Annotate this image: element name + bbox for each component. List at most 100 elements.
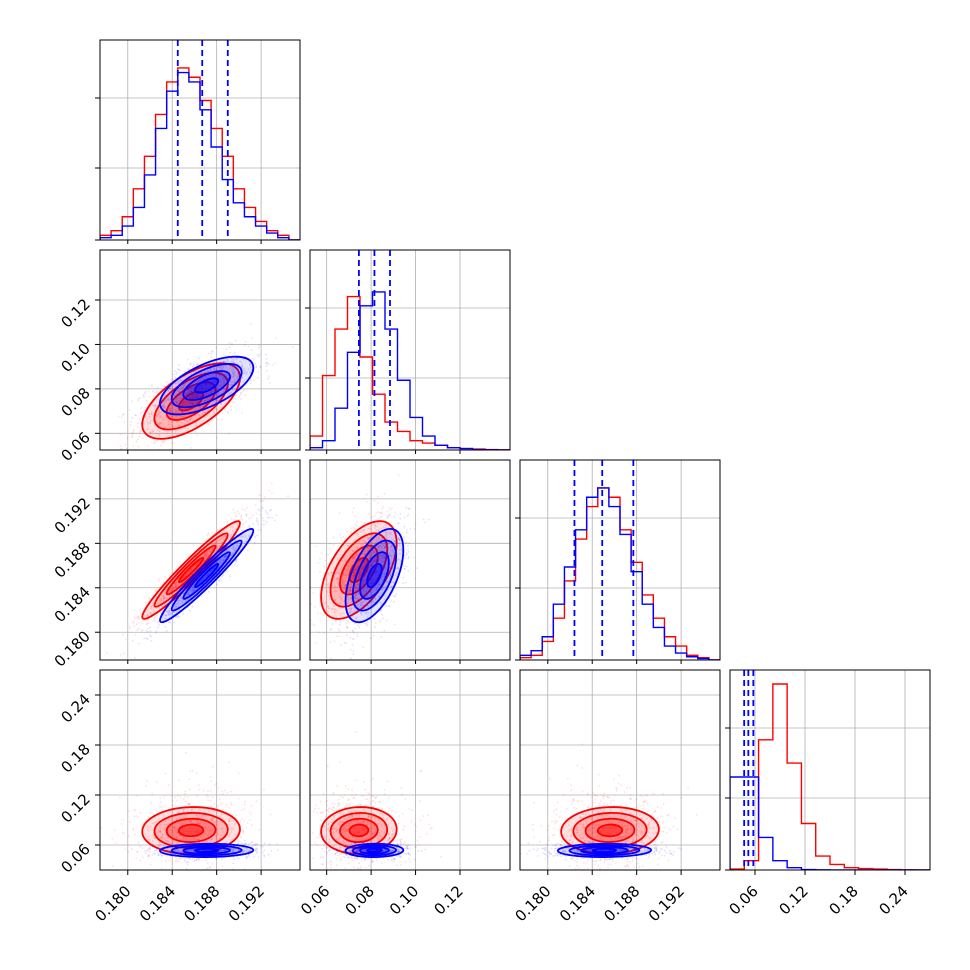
scatter-point (372, 574, 375, 577)
scatter-point (225, 556, 227, 558)
scatter-point (271, 516, 274, 519)
scatter-point (357, 565, 359, 568)
scatter-point (377, 545, 380, 548)
scatter-point (379, 523, 382, 526)
scatter-point (355, 591, 358, 594)
scatter-point (161, 594, 163, 597)
scatter-point (327, 553, 329, 556)
scatter-point (173, 877, 175, 879)
scatter-point (213, 363, 216, 366)
scatter-point (259, 513, 262, 516)
scatter-point (144, 416, 146, 419)
scatter-point (199, 405, 202, 408)
scatter-point (153, 837, 156, 839)
scatter-point (356, 587, 359, 589)
scatter-point (369, 546, 372, 548)
scatter-point (241, 376, 244, 379)
contour-line (366, 562, 383, 589)
scatter-point (209, 370, 212, 372)
scatter-point (131, 400, 134, 403)
scatter-point (328, 547, 331, 550)
scatter-point (198, 395, 201, 398)
scatter-point (393, 623, 396, 626)
scatter-point (213, 412, 215, 414)
scatter-point (354, 593, 357, 596)
scatter-point (197, 838, 200, 841)
scatter-point (171, 588, 174, 591)
scatter-point (119, 796, 121, 799)
scatter-point (405, 565, 407, 568)
scatter-point (398, 544, 401, 547)
scatter-point (191, 386, 194, 388)
scatter-point (185, 572, 188, 575)
scatter-point (379, 545, 381, 548)
scatter-point (377, 546, 379, 549)
scatter-point (165, 629, 168, 632)
scatter-point (338, 512, 341, 515)
scatter-point (243, 533, 246, 536)
scatter-point (202, 415, 204, 418)
scatter-point (344, 622, 347, 625)
scatter-point (185, 575, 187, 577)
scatter-point (375, 541, 378, 543)
scatter-point (221, 865, 224, 868)
scatter-point (186, 391, 189, 394)
scatter-point (254, 362, 257, 365)
scatter-point (232, 820, 235, 823)
scatter-point (190, 386, 193, 389)
scatter-point (330, 571, 333, 574)
scatter-point (149, 634, 152, 637)
scatter-point (215, 404, 218, 407)
scatter-point (194, 401, 196, 404)
scatter-point (349, 611, 352, 614)
scatter-point (166, 610, 169, 613)
scatter-point (205, 793, 208, 796)
scatter-point (338, 596, 341, 598)
scatter-point (174, 376, 177, 379)
scatter-point (259, 365, 262, 368)
scatter-point (228, 833, 231, 836)
scatter-point (171, 799, 174, 802)
scatter-point (159, 611, 162, 614)
scatter-point (219, 546, 222, 549)
scatter-point (228, 806, 231, 809)
scatter-point (394, 574, 397, 576)
scatter-point (352, 549, 355, 552)
scatter-point (232, 828, 235, 830)
scatter-point (196, 394, 199, 396)
scatter-point (250, 337, 253, 340)
scatter-point (168, 609, 171, 612)
scatter-point (180, 597, 183, 600)
scatter-point (124, 443, 127, 446)
scatter-point (246, 537, 248, 540)
scatter-point (182, 816, 185, 818)
scatter-point (254, 504, 257, 507)
density-level (195, 378, 219, 393)
scatter-point (164, 406, 167, 409)
scatter-point (350, 657, 352, 660)
scatter-point (265, 353, 267, 356)
scatter-point (255, 844, 257, 847)
scatter-point (248, 526, 251, 529)
scatter-point (357, 624, 359, 627)
scatter-point (390, 585, 392, 588)
scatter-point (287, 495, 289, 498)
scatter-point (204, 371, 207, 374)
scatter-point (227, 376, 230, 379)
scatter-point (379, 620, 381, 623)
scatter-point (221, 367, 224, 370)
scatter-point (331, 607, 333, 610)
scatter-point (377, 574, 380, 577)
scatter-point (377, 595, 380, 598)
scatter-point (219, 366, 221, 369)
scatter-point (377, 559, 379, 562)
scatter-point (146, 429, 148, 431)
scatter-point (219, 377, 222, 380)
scatter-point (242, 830, 245, 833)
scatter-point (191, 585, 194, 588)
scatter-point (164, 614, 166, 617)
panel-content (100, 40, 300, 240)
scatter-point (380, 613, 383, 616)
scatter-point (207, 380, 210, 383)
